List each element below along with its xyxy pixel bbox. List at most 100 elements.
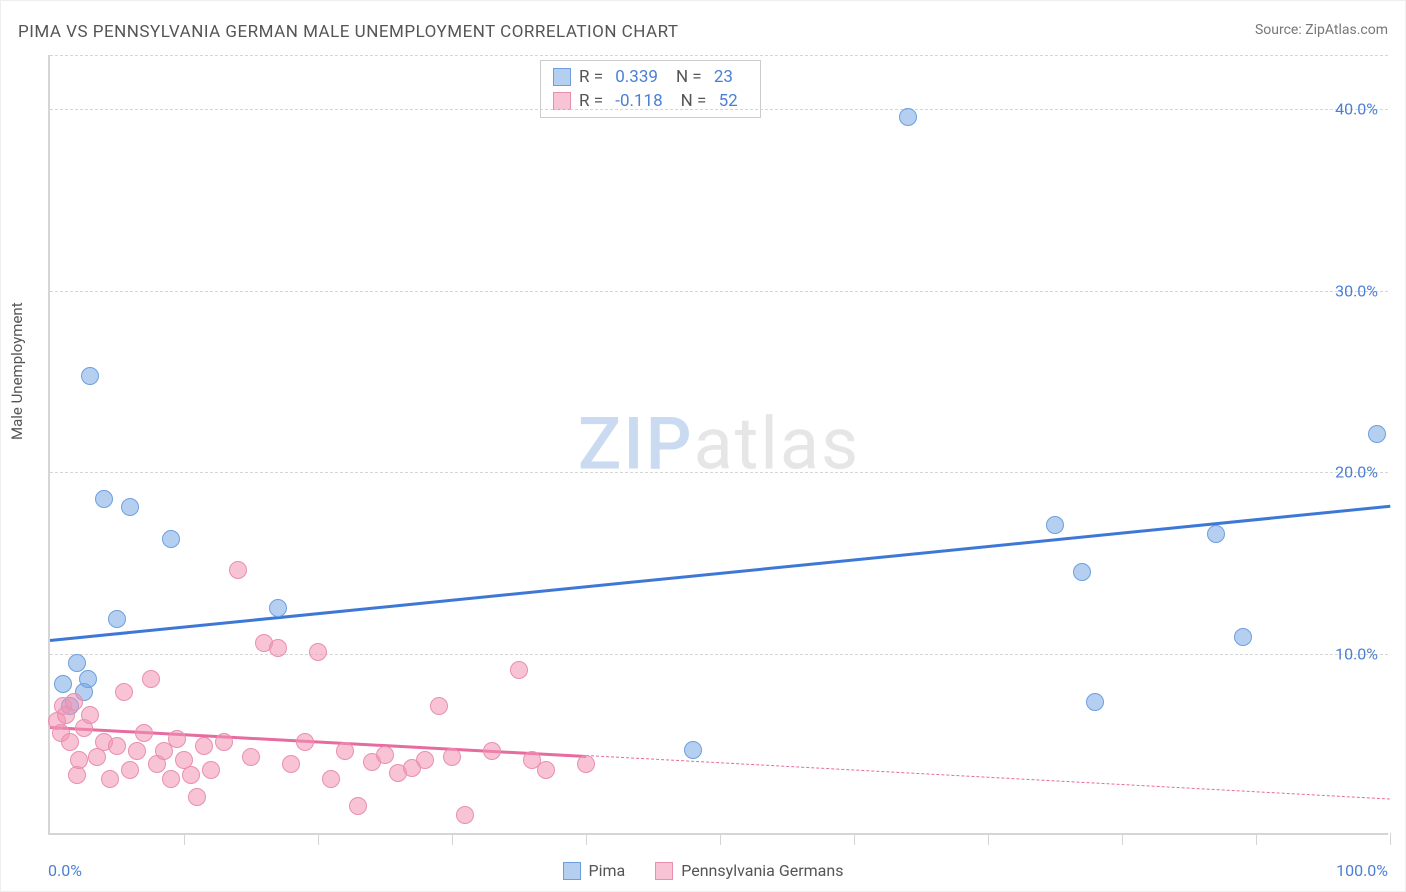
r-value-penn: -0.118 (615, 91, 662, 111)
x-tick (586, 833, 587, 845)
data-point (121, 498, 139, 516)
data-point (54, 675, 72, 693)
gridline (50, 291, 1388, 292)
data-point (1086, 693, 1104, 711)
data-point (188, 788, 206, 806)
n-value-pima: 23 (714, 67, 733, 87)
y-tick-label: 40.0% (1335, 100, 1378, 119)
swatch-pima (553, 68, 571, 86)
legend-swatch-penn (655, 862, 673, 880)
data-point (162, 530, 180, 548)
data-point (95, 490, 113, 508)
data-point (162, 770, 180, 788)
y-axis-label: Male Unemployment (8, 302, 26, 440)
y-tick-label: 30.0% (1335, 281, 1378, 300)
x-tick (720, 833, 721, 845)
data-point (101, 770, 119, 788)
data-point (577, 755, 595, 773)
data-point (128, 742, 146, 760)
legend-label-pima: Pima (589, 861, 626, 880)
x-axis-min-label: 0.0% (48, 861, 82, 880)
data-point (322, 770, 340, 788)
source-name: ZipAtlas.com (1305, 22, 1388, 38)
x-axis-max-label: 100.0% (1336, 861, 1388, 880)
data-point (684, 741, 702, 759)
data-point (510, 661, 528, 679)
data-point (282, 755, 300, 773)
x-tick (184, 833, 185, 845)
n-label: N = (681, 91, 711, 111)
data-point (108, 610, 126, 628)
data-point (416, 751, 434, 769)
n-label: N = (676, 67, 706, 87)
r-label: R = (579, 91, 607, 111)
data-point (121, 761, 139, 779)
data-point (269, 639, 287, 657)
data-point (81, 706, 99, 724)
x-tick (988, 833, 989, 845)
watermark: ZIPatlas (578, 402, 860, 487)
trend-line (586, 755, 1390, 800)
data-point (115, 683, 133, 701)
data-point (168, 730, 186, 748)
x-tick (1122, 833, 1123, 845)
gridline (50, 654, 1388, 655)
swatch-penn (553, 92, 571, 110)
watermark-zip: ZIP (578, 402, 694, 487)
data-point (229, 561, 247, 579)
x-tick (854, 833, 855, 845)
data-point (309, 643, 327, 661)
data-point (537, 761, 555, 779)
data-point (65, 693, 83, 711)
data-point (108, 737, 126, 755)
data-point (430, 697, 448, 715)
plot-area: ZIPatlas R = 0.339 N = 23 R = -0.118 N =… (48, 55, 1388, 835)
gridline (50, 472, 1388, 473)
data-point (443, 748, 461, 766)
watermark-atlas: atlas (694, 402, 861, 487)
data-point (1073, 563, 1091, 581)
bottom-legend: Pima Pennsylvania Germans (0, 861, 1406, 880)
x-tick (1390, 833, 1391, 845)
data-point (376, 746, 394, 764)
legend-item-pima: Pima (563, 861, 626, 880)
x-tick (318, 833, 319, 845)
data-point (68, 654, 86, 672)
y-tick-label: 10.0% (1335, 644, 1378, 663)
source-attribution: Source: ZipAtlas.com (1255, 22, 1388, 38)
r-value-pima: 0.339 (615, 67, 658, 87)
data-point (195, 737, 213, 755)
n-value-penn: 52 (719, 91, 738, 111)
x-tick (1256, 833, 1257, 845)
data-point (142, 670, 160, 688)
data-point (1368, 425, 1386, 443)
gridline-top (50, 55, 1388, 56)
data-point (182, 766, 200, 784)
chart-title: PIMA VS PENNSYLVANIA GERMAN MALE UNEMPLO… (18, 22, 679, 42)
data-point (349, 797, 367, 815)
data-point (456, 806, 474, 824)
r-label: R = (579, 67, 607, 87)
data-point (1234, 628, 1252, 646)
data-point (215, 733, 233, 751)
stats-row-pima: R = 0.339 N = 23 (553, 65, 748, 89)
data-point (1046, 516, 1064, 534)
source-label: Source: (1255, 22, 1305, 38)
x-tick (452, 833, 453, 845)
legend-item-penn: Pennsylvania Germans (655, 861, 843, 880)
correlation-chart: PIMA VS PENNSYLVANIA GERMAN MALE UNEMPLO… (0, 0, 1406, 892)
data-point (336, 742, 354, 760)
data-point (296, 733, 314, 751)
data-point (269, 599, 287, 617)
data-point (81, 367, 99, 385)
legend-label-penn: Pennsylvania Germans (681, 861, 843, 880)
data-point (61, 733, 79, 751)
data-point (1207, 525, 1225, 543)
gridline (50, 109, 1388, 110)
legend-swatch-pima (563, 862, 581, 880)
data-point (135, 724, 153, 742)
data-point (483, 742, 501, 760)
data-point (242, 748, 260, 766)
data-point (70, 751, 88, 769)
data-point (79, 670, 97, 688)
